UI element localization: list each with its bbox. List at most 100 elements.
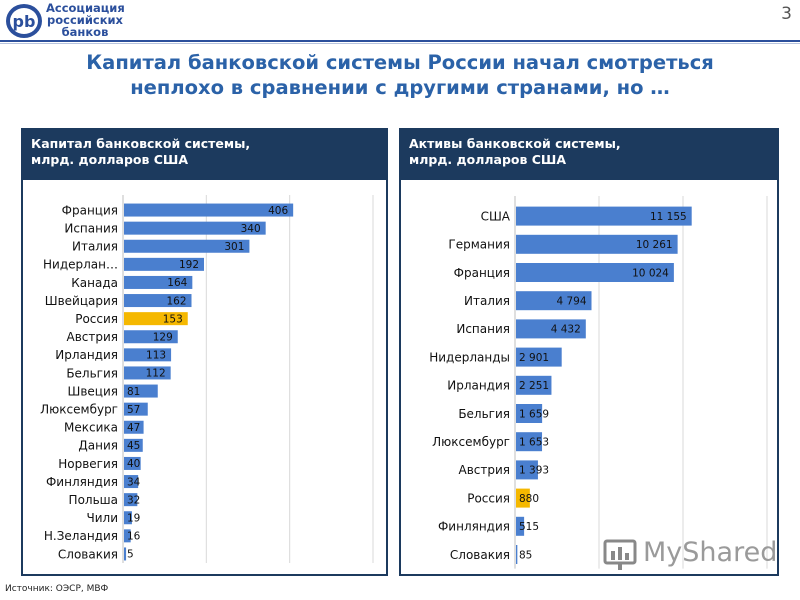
capital-bar	[124, 493, 138, 507]
assets-bar	[516, 545, 518, 564]
assets-bar	[516, 319, 586, 339]
capital-value-label: 340	[241, 223, 261, 235]
logo-line-2: российских	[47, 13, 123, 27]
capital-value-label: 153	[163, 313, 183, 325]
capital-category-label: Италия	[72, 240, 118, 254]
assets-bar	[516, 263, 674, 282]
assets-value-label: 10 261	[636, 239, 673, 251]
capital-value-label: 112	[146, 368, 166, 380]
assets-bar	[516, 516, 525, 536]
association-logo-icon: pb	[6, 4, 42, 38]
assets-bar	[516, 291, 592, 311]
assets-category-label: Австрия	[458, 463, 510, 477]
assets-bar	[516, 206, 692, 226]
assets-category-label: Нидерланды	[429, 350, 510, 364]
capital-value-label: 113	[146, 350, 166, 362]
assets-bar	[516, 234, 678, 254]
assets-value-label: 1 659	[519, 408, 549, 420]
capital-bar	[124, 312, 188, 326]
assets-chart-header: Активы банковской системы, млрд. долларо…	[401, 130, 777, 180]
capital-bar	[124, 203, 294, 217]
capital-value-label: 19	[127, 513, 140, 525]
assets-bar	[516, 347, 562, 367]
capital-bar	[124, 348, 172, 362]
capital-category-label: Швейцария	[45, 294, 118, 308]
watermark-chart-icon	[603, 539, 637, 570]
capital-value-label: 301	[224, 241, 244, 253]
logo-line-1: Ассоциация	[46, 1, 125, 15]
capital-category-label: Польша	[69, 493, 118, 507]
logo: pb Ассоциация российских банков	[4, 1, 125, 40]
assets-value-label: 515	[519, 521, 539, 533]
capital-category-label: Словакия	[58, 547, 118, 561]
header-divider	[0, 40, 800, 42]
assets-value-label: 85	[519, 549, 532, 561]
assets-value-label: 10 024	[632, 267, 669, 279]
capital-category-label: Россия	[75, 312, 118, 326]
watermark-text: MyShared	[643, 537, 778, 568]
assets-value-label: 4 794	[556, 295, 586, 307]
assets-chart-panel: Активы банковской системы, млрд. долларо…	[399, 128, 779, 576]
capital-category-label: Швеция	[68, 384, 118, 398]
assets-chart-title-line-1: Активы банковской системы,	[409, 136, 621, 151]
capital-category-label: Н.Зеландия	[44, 529, 118, 543]
header-divider-thin	[0, 43, 800, 44]
capital-value-label: 47	[127, 422, 140, 434]
logo-mark-text: pb	[13, 12, 36, 31]
capital-bar-chart: Франция 406 Испания 340 Италия 301 Нидерлан… 19…	[40, 195, 374, 563]
assets-bar	[516, 404, 543, 423]
capital-category-label: Чили	[87, 511, 119, 525]
capital-bar	[124, 384, 158, 398]
capital-category-label: Дания	[78, 439, 118, 453]
assets-bar-chart: США 11 155 Германия 10 261 Франция 10 024 Итал…	[429, 196, 768, 569]
assets-value-label: 2 251	[519, 380, 549, 392]
logo-line-3: банков	[61, 25, 109, 39]
capital-bar	[124, 275, 193, 289]
capital-value-label: 34	[127, 476, 141, 488]
assets-category-label: Россия	[467, 491, 510, 505]
capital-bar	[124, 294, 192, 308]
capital-value-label: 129	[153, 332, 173, 344]
assets-value-label: 4 432	[551, 324, 581, 336]
capital-category-label: Финляндия	[46, 475, 118, 489]
assets-category-label: Испания	[456, 322, 510, 336]
assets-value-label: 1 393	[519, 465, 549, 477]
capital-value-label: 16	[127, 531, 141, 543]
capital-bar	[124, 529, 131, 543]
assets-value-label: 11 155	[650, 211, 687, 223]
source-note: Источник: ОЭСР, МВФ	[5, 584, 109, 594]
capital-value-label: 406	[268, 205, 288, 217]
assets-category-label: Германия	[448, 238, 510, 252]
logo-text: Ассоциация российских банков	[46, 1, 125, 39]
assets-bar	[516, 432, 543, 452]
capital-bar	[124, 257, 204, 271]
assets-category-label: Финляндия	[438, 520, 510, 534]
assets-category-label: Словакия	[450, 548, 510, 562]
assets-category-label: Люксембург	[432, 435, 510, 449]
capital-category-label: Канада	[71, 276, 118, 290]
capital-bar	[124, 456, 141, 470]
capital-bar	[124, 511, 132, 525]
page-title-line-2: неплохо в сравнении с другими странами, …	[130, 76, 670, 99]
capital-bar	[124, 420, 144, 434]
capital-bar	[124, 239, 250, 253]
assets-category-label: Франция	[454, 266, 510, 280]
capital-category-label: Нидерлан…	[43, 258, 118, 272]
capital-chart-panel: Капитал банковской системы, млрд. доллар…	[21, 128, 388, 576]
capital-chart-title-line-1: Капитал банковской системы,	[31, 136, 251, 151]
assets-chart-title-line-2: млрд. долларов США	[409, 152, 567, 167]
capital-bar	[124, 402, 148, 416]
capital-value-label: 57	[127, 404, 140, 416]
capital-chart-header: Капитал банковской системы, млрд. доллар…	[23, 130, 386, 180]
capital-bar	[124, 475, 139, 489]
assets-value-label: 2 901	[519, 352, 549, 364]
page-title: Капитал банковской системы России начал …	[0, 50, 800, 100]
capital-bar	[124, 366, 171, 380]
capital-bar	[124, 330, 178, 344]
assets-value-label: 880	[519, 493, 539, 505]
page-number: 3	[781, 4, 792, 24]
capital-bar	[124, 438, 143, 452]
capital-category-label: Норвегия	[58, 457, 118, 471]
capital-category-label: Бельгия	[66, 366, 118, 380]
capital-category-label: Ирландия	[55, 348, 118, 362]
